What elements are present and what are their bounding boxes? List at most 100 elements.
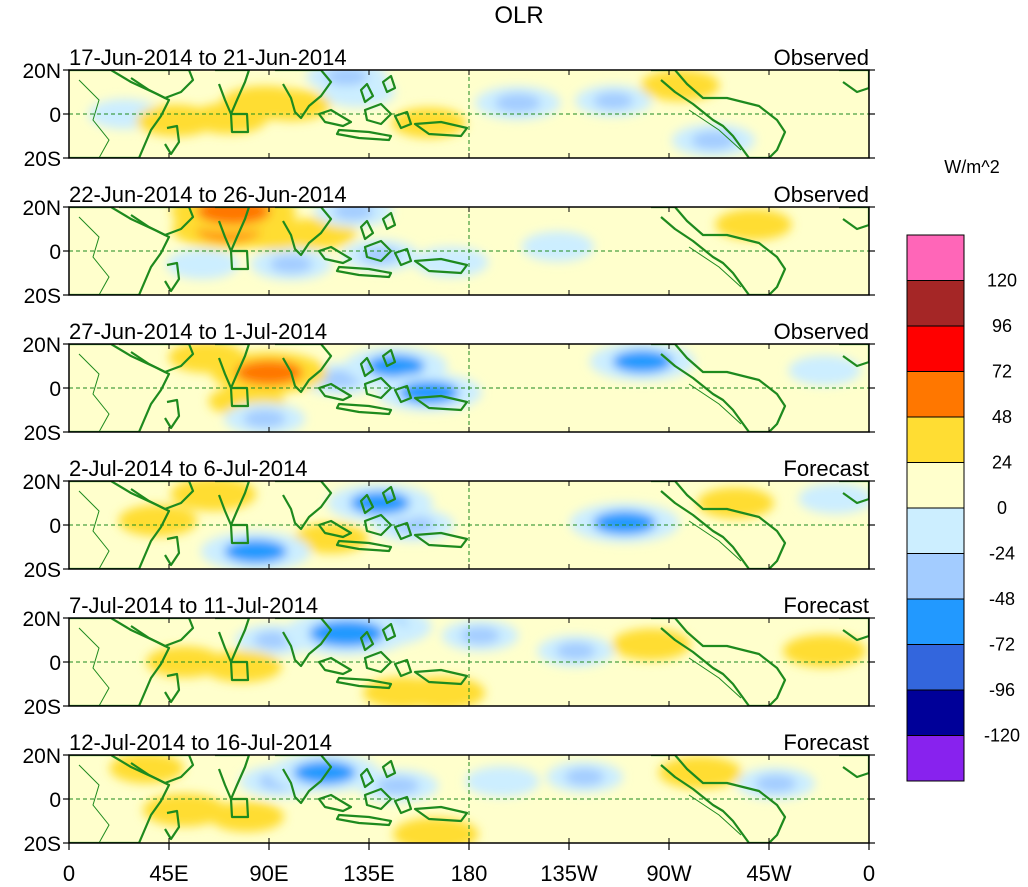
island-coastline [363,513,393,537]
colorbar-swatch [906,507,965,554]
coastline [164,672,181,704]
anomaly-core [564,768,605,786]
coastlines [69,481,869,569]
x-tick-label: 135W [540,861,598,886]
island-coastline [363,650,393,674]
island-coastline [359,630,375,652]
country-border [688,794,742,836]
anomaly-core [325,70,369,86]
island-coastline [359,82,375,104]
lat-label: 0 [49,241,61,264]
x-tick-label: 45W [746,861,791,886]
island-coastline [317,519,353,539]
colorbar-label: -24 [989,544,1015,564]
analysis-box [229,386,250,408]
anomaly-field [146,618,867,706]
anomaly-core [106,105,143,123]
anomaly-core [733,215,774,234]
country-border [78,353,110,432]
coastline [651,207,787,295]
analysis-box [229,112,250,134]
coastline [164,124,181,156]
coastline [164,398,181,430]
panel-kind: Observed [774,319,869,344]
colorbar-label: 72 [992,362,1012,382]
country-border [688,109,742,151]
coastline [69,207,171,295]
panels: 20N 0 20S 17-Jun-2014 to 21-Jun-2014 Observe… [22,45,875,856]
island-coastline [381,622,397,642]
coastline [839,207,869,231]
chart-title: OLR [494,2,543,29]
panel-period: 2-Jul-2014 to 6-Jul-2014 [69,456,307,481]
anomaly-core [419,683,466,703]
lat-label: 20N [22,197,61,220]
anomaly-core [802,641,847,661]
island-coastline [359,767,375,789]
island-coastline [359,219,375,241]
coastline [119,618,195,648]
panel-kind: Forecast [783,456,869,481]
coastline [69,755,171,843]
island-coastline [335,676,393,690]
anomaly-core [555,642,596,660]
anomaly-core [412,824,459,843]
coastline [275,755,333,805]
coastlines [69,70,869,158]
colorbar-swatch [906,462,965,509]
analysis-box [229,249,250,271]
colorbar-label: -96 [989,680,1015,700]
colorbar-swatch [906,371,965,418]
lat-label: 0 [49,789,61,812]
coastline [164,261,181,293]
island-coastline [335,265,393,279]
lat-label: 20S [24,833,61,856]
anomaly-core [190,484,237,504]
country-border [78,627,110,706]
panel-kind: Forecast [783,593,869,618]
island-coastline [335,402,393,416]
panel-period: 12-Jul-2014 to 16-Jul-2014 [69,730,332,755]
coastline [839,344,869,368]
panel-4: 20N 0 20S 2-Jul-2014 to 6-Jul-2014 Forecast [22,456,875,582]
anomaly-core [366,354,425,378]
anomaly-core [691,131,736,150]
country-border [688,383,742,425]
colorbar-label: 24 [992,453,1012,473]
lat-label: 20S [24,559,61,582]
coastline [651,70,787,158]
colorbar-swatch [906,598,965,645]
colorbar-swatch [906,735,965,782]
coastline [651,618,787,706]
colorbar-label: 48 [992,407,1012,427]
colorbar-swatch [906,234,965,281]
coastline [215,207,251,253]
coastline [275,70,333,120]
anomaly-core [593,92,634,110]
island-coastline [381,211,397,231]
island-coastline [413,394,469,412]
coastline [839,618,869,642]
colorbar-swatch [906,644,965,691]
island-coastline [359,356,375,378]
anomaly-core [269,255,313,274]
coastline [164,535,181,567]
panel-period: 7-Jul-2014 to 11-Jul-2014 [69,593,318,618]
anomaly-core [539,238,577,255]
x-tick-label: 90E [249,861,288,886]
analysis-box [229,797,250,819]
country-border [78,79,110,158]
coastline [275,207,333,257]
anomaly-core [659,76,701,95]
island-coastline [393,110,413,130]
coastline [839,70,869,94]
coastline [215,70,251,116]
colorbar-swatch [906,325,965,372]
coastline [69,481,171,569]
country-border [78,490,110,569]
lat-label: 20S [24,422,61,445]
anomaly-core [483,772,522,790]
coastline [69,70,171,158]
anomaly-core [184,255,221,273]
